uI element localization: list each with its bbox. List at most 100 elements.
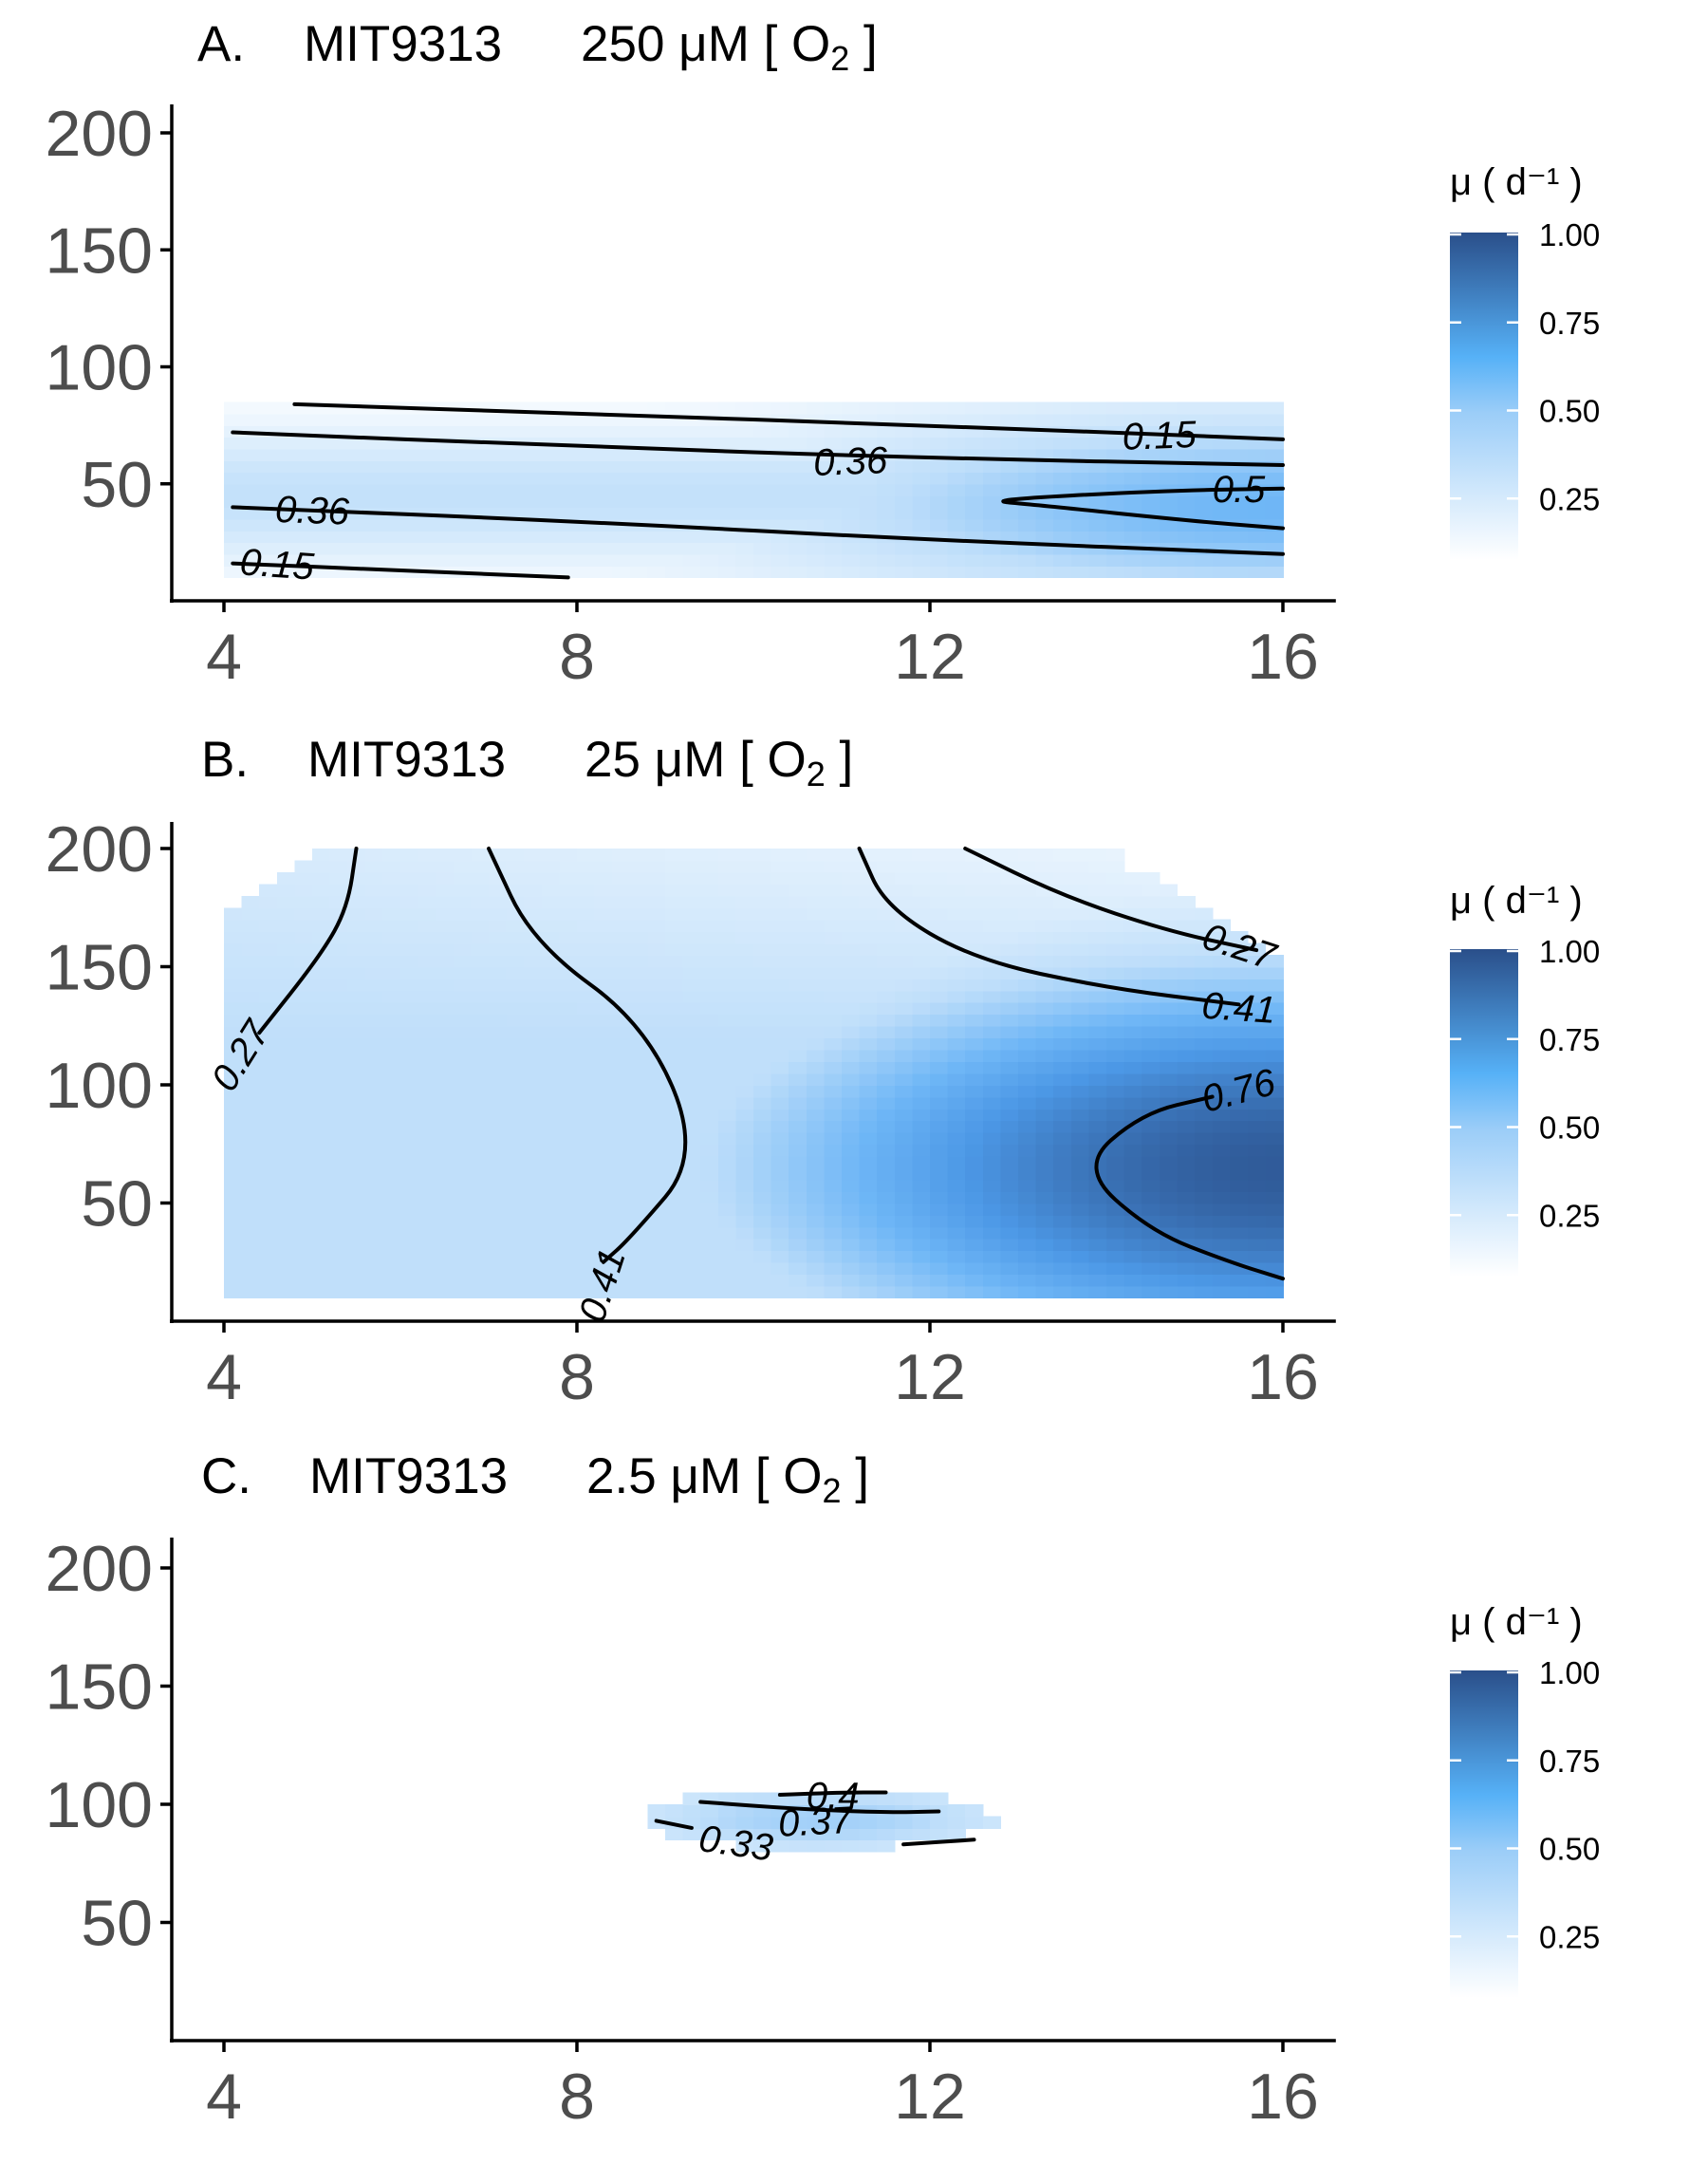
heatmap-cell: [877, 518, 896, 532]
heatmap-cell: [1123, 990, 1142, 1003]
heatmap-cell: [647, 955, 666, 968]
heatmap-cell: [1195, 1061, 1214, 1074]
heatmap-cell: [665, 1261, 684, 1276]
heatmap-cell: [894, 1827, 914, 1841]
heatmap-cell: [594, 1274, 613, 1287]
heatmap-cell: [1212, 1120, 1231, 1133]
heatmap-cell: [912, 1049, 931, 1062]
heatmap-cell: [312, 907, 331, 921]
heatmap-cell: [489, 1179, 508, 1192]
heatmap-cell: [806, 1274, 826, 1287]
heatmap-cell: [418, 425, 436, 438]
heatmap-cell: [400, 1238, 419, 1252]
heatmap-cell: [877, 990, 896, 1003]
heatmap-cell: [665, 1203, 684, 1216]
heatmap-cell: [877, 425, 896, 438]
heatmap-cell: [471, 1131, 490, 1146]
heatmap-cell: [1177, 1085, 1196, 1098]
heatmap-cell: [894, 495, 914, 509]
heatmap-cell: [735, 531, 754, 544]
heatmap-cell: [717, 942, 737, 956]
heatmap-cell: [1000, 413, 1019, 426]
heatmap-cell: [276, 1274, 296, 1287]
heatmap-cell: [1035, 1238, 1054, 1252]
heatmap-cell: [382, 1203, 401, 1216]
heatmap-cell: [912, 1167, 931, 1181]
heatmap-cell: [665, 1131, 684, 1146]
heatmap-cell: [1142, 1131, 1160, 1146]
heatmap-cell: [1247, 1061, 1267, 1074]
heatmap-cell: [453, 542, 473, 555]
panel-title-conc-sub: 2: [830, 39, 849, 78]
heatmap-cell: [1247, 990, 1267, 1003]
heatmap-cell: [1053, 1191, 1072, 1204]
heatmap-cell: [577, 1274, 596, 1287]
heatmap-cell: [612, 1250, 631, 1263]
heatmap-cell: [1177, 553, 1196, 567]
heatmap-cell: [700, 931, 719, 944]
heatmap-cell: [930, 990, 949, 1003]
heatmap-cell: [400, 1203, 419, 1216]
heatmap-cell: [1212, 1215, 1231, 1228]
heatmap-cell: [1265, 990, 1284, 1003]
heatmap-cell: [717, 1001, 737, 1016]
heatmap-cell: [753, 401, 772, 415]
heatmap-cell: [418, 1226, 436, 1240]
heatmap-cell: [471, 1203, 490, 1216]
heatmap-cell: [1053, 979, 1072, 992]
heatmap-cell: [717, 1014, 737, 1027]
heatmap-cell: [982, 1085, 1002, 1098]
heatmap-cell: [1123, 895, 1142, 909]
heatmap-cell: [1000, 1203, 1019, 1216]
heatmap-cell: [471, 1014, 490, 1027]
heatmap-cell: [241, 1155, 260, 1168]
heatmap-cell: [700, 507, 719, 520]
heatmap-cell: [842, 860, 861, 873]
heatmap-cell: [1159, 942, 1179, 956]
heatmap-cell: [1247, 495, 1267, 509]
heatmap-cell: [594, 1191, 613, 1204]
heatmap-cell: [594, 483, 613, 496]
heatmap-cell: [471, 1073, 490, 1086]
heatmap-cell: [577, 1120, 596, 1133]
heatmap-cell: [364, 1226, 384, 1240]
heatmap-cell: [735, 1238, 754, 1252]
heatmap-cell: [1088, 1203, 1107, 1216]
heatmap-cell: [1088, 1274, 1107, 1287]
heatmap-cell: [382, 955, 401, 968]
heatmap-cell: [735, 1049, 754, 1062]
heatmap-cell: [453, 884, 473, 897]
heatmap-cell: [524, 472, 543, 485]
heatmap-cell: [629, 542, 649, 555]
heatmap-cell: [1212, 1179, 1231, 1192]
heatmap-cell: [294, 931, 313, 944]
heatmap-cell: [1247, 1108, 1267, 1122]
heatmap-cell: [1265, 553, 1284, 567]
heatmap-cell: [877, 1179, 896, 1192]
heatmap-cell: [364, 1285, 384, 1298]
heatmap-cell: [1265, 1191, 1284, 1204]
heatmap-cell: [1035, 1179, 1054, 1192]
heatmap-cell: [436, 1155, 455, 1168]
heatmap-cell: [912, 553, 931, 567]
heatmap-cell: [347, 907, 366, 921]
heatmap-cell: [524, 979, 543, 992]
heatmap-cell: [1230, 531, 1249, 544]
heatmap-cell: [682, 931, 701, 944]
heatmap-cell: [1000, 1274, 1019, 1287]
heatmap-cell: [559, 495, 578, 509]
heatmap-cell: [1177, 1155, 1196, 1168]
heatmap-cell: [506, 990, 525, 1003]
heatmap-cell: [524, 1250, 543, 1263]
heatmap-cell: [612, 1215, 631, 1228]
heatmap-cell: [930, 1108, 949, 1122]
heatmap-cell: [859, 1274, 878, 1287]
heatmap-cell: [717, 1804, 737, 1818]
heatmap-cell: [471, 518, 490, 532]
heatmap-cell: [382, 1061, 401, 1074]
heatmap-cell: [224, 1014, 243, 1027]
heatmap-cell: [894, 1131, 914, 1146]
heatmap-cell: [930, 895, 949, 909]
legend-b: μ ( d⁻¹ )0.250.500.751.00: [1450, 880, 1600, 1277]
heatmap-cell: [877, 979, 896, 992]
